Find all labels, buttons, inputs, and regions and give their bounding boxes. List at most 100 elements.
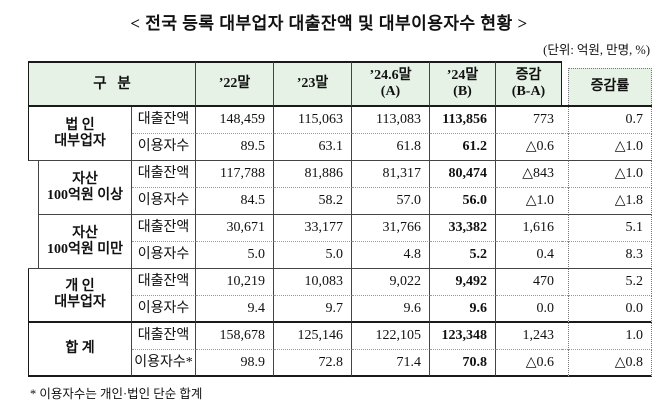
value-cell: 63.1 [274,134,352,161]
value-cell: △0.8 [568,350,652,377]
value-cell: 71.4 [352,350,430,377]
metric-label: 대출잔액 [132,323,196,350]
value-cell: 117,788 [196,161,274,188]
value-cell: 5.0 [196,242,274,269]
value-cell: 9,492 [430,269,496,296]
value-cell: 5.2 [568,269,652,296]
value-cell: 470 [496,269,562,296]
header-rate-box: 증감률 [568,68,652,105]
header-23: ’23말 [274,61,352,107]
value-cell: 81,317 [352,161,430,188]
column-gap [562,269,568,296]
group-label-line1: 합 계 [65,341,95,356]
value-cell: △1.0 [568,161,652,188]
group-label-assets-over: 자산 100억원 이상 [28,161,132,215]
value-cell: △1.8 [568,188,652,215]
group-label-line2: 100억원 이상 [46,187,124,203]
column-gap [562,296,568,323]
group-label-line1: 자산 [72,171,98,187]
value-cell: 1.0 [568,323,652,350]
value-cell: 80,474 [430,161,496,188]
value-cell: 9.6 [352,296,430,323]
value-cell: 84.5 [196,188,274,215]
metric-label: 대출잔액 [132,215,196,242]
data-table: 구 분 ’22말 ’23말 ’24.6말 (A) ’24말 (B) 증감 (B-… [28,61,652,377]
group-label-line1: 자산 [72,225,98,241]
footnote: * 이용자수는 개인·법인 단순 합계 [30,387,203,401]
group-label-total: 합 계 [28,323,132,377]
value-cell: 0.7 [568,107,652,134]
value-cell: △843 [496,161,562,188]
group-label-assets-under: 자산 100억원 미만 [28,215,132,269]
value-cell: 1,243 [496,323,562,350]
value-cell: 773 [496,107,562,134]
metric-label: 이용자수 [132,134,196,161]
value-cell: 0.0 [496,296,562,323]
value-cell: 58.2 [274,188,352,215]
value-cell: △0.6 [496,134,562,161]
value-cell: 5.0 [274,242,352,269]
value-cell: 72.8 [274,350,352,377]
value-cell: 9.4 [196,296,274,323]
column-gap [562,242,568,269]
metric-label: 이용자수 [132,188,196,215]
group-label-box: 자산 100억원 이상 [38,161,131,215]
header-22: ’22말 [196,61,274,107]
header-24-b-line2: (B) [453,84,472,99]
value-cell: 8.3 [568,242,652,269]
value-cell: 9.6 [430,296,496,323]
header-diff-line1: 증감 [515,68,542,83]
value-cell: 56.0 [430,188,496,215]
value-cell: 123,348 [430,323,496,350]
value-cell: △0.6 [496,350,562,377]
value-cell: 9.7 [274,296,352,323]
header-246-a-line1: ’24.6말 [369,68,412,83]
value-cell: 10,083 [274,269,352,296]
unit-note: (단위: 억원, 만명, %) [543,43,650,57]
header-246-a: ’24.6말 (A) [352,61,430,107]
value-cell: 122,105 [352,323,430,350]
header-246-a-line2: (A) [380,84,401,99]
group-label-box: 자산 100억원 미만 [38,215,131,268]
group-label-line1: 법 인 [65,117,95,133]
header-diff: 증감 (B-A) [496,61,562,107]
metric-label: 이용자수 [132,242,196,269]
value-cell: 89.5 [196,134,274,161]
value-cell: 81,886 [274,161,352,188]
value-cell: 1,616 [496,215,562,242]
value-cell: 31,766 [352,215,430,242]
column-gap [562,134,568,161]
header-category: 구 분 [28,61,196,107]
column-gap [562,350,568,377]
group-label-line2: 대부업자 [54,295,106,310]
value-cell: 33,177 [274,215,352,242]
value-cell: 148,459 [196,107,274,134]
group-label-individual: 개 인 대부업자 [28,269,132,323]
value-cell: 0.4 [496,242,562,269]
header-24-b: ’24말 (B) [430,61,496,107]
column-gap [562,61,568,107]
column-gap [562,323,568,350]
header-rate: 증감률 [568,61,652,107]
column-gap [562,161,568,188]
value-cell: 4.8 [352,242,430,269]
value-cell: 115,063 [274,107,352,134]
value-cell: 5.2 [430,242,496,269]
value-cell: △1.0 [496,188,562,215]
value-cell: 0.0 [568,296,652,323]
column-gap [562,107,568,134]
value-cell: 158,678 [196,323,274,350]
value-cell: 57.0 [352,188,430,215]
value-cell: 30,671 [196,215,274,242]
group-label-corporate: 법 인 대부업자 [28,107,132,161]
value-cell: 5.1 [568,215,652,242]
header-diff-line2: (B-A) [511,84,546,99]
value-cell: 33,382 [430,215,496,242]
value-cell: 113,856 [430,107,496,134]
metric-label: 대출잔액 [132,269,196,296]
group-label-line2: 100억원 미만 [46,241,124,257]
header-24-b-line1: ’24말 [446,68,479,83]
value-cell: 61.2 [430,134,496,161]
value-cell: 70.8 [430,350,496,377]
